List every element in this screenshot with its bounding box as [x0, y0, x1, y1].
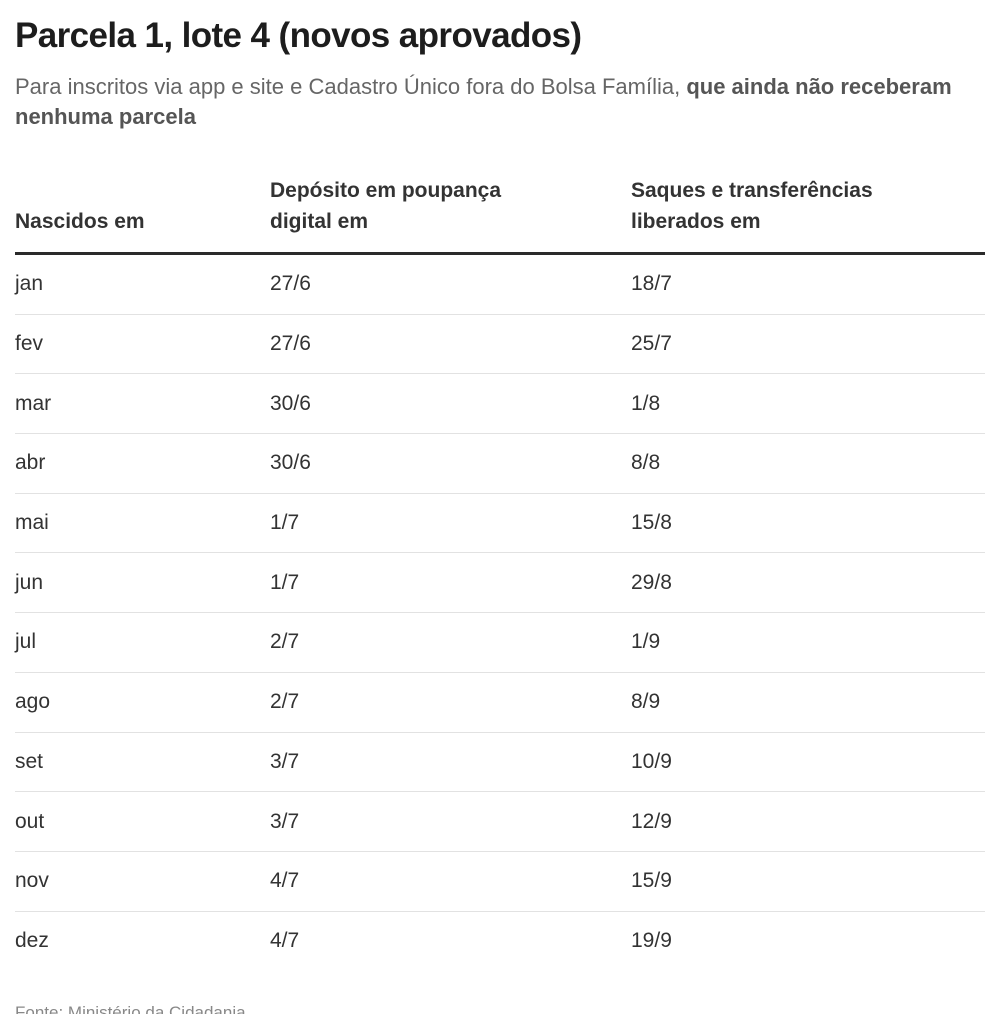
withdrawal-date-cell: 8/9: [631, 690, 661, 714]
birth-month-cell: jan: [15, 272, 44, 296]
withdrawal-date-cell: 18/7: [631, 272, 672, 296]
deposit-date-cell: 3/7: [270, 749, 300, 773]
subtitle-regular-text: Para inscritos via app e site e Cadastro…: [15, 74, 681, 99]
table-row: out 3/7 12/9: [15, 792, 985, 852]
birth-month-cell: jul: [15, 630, 37, 654]
deposit-date-cell: 30/6: [270, 391, 311, 415]
table-row: dez 4/7 19/9: [15, 912, 985, 972]
birth-month-cell: nov: [15, 869, 49, 893]
deposit-date-cell: 2/7: [270, 690, 300, 714]
deposit-date-cell: 27/6: [270, 272, 311, 296]
column-header-birth-month: Nascidos em: [15, 210, 145, 233]
deposit-date-cell: 4/7: [270, 869, 300, 893]
birth-month-cell: abr: [15, 451, 46, 475]
table-row: jun 1/7 29/8: [15, 553, 985, 614]
subtitle-bold-text: que ainda não receberam nenhuma parcela: [15, 74, 952, 129]
chart-subtitle: Para inscritos via app e site e Cadastro…: [15, 72, 975, 132]
chart-title: Parcela 1, lote 4 (novos aprovados): [15, 16, 582, 55]
withdrawal-date-cell: 10/9: [631, 749, 672, 773]
withdrawal-date-cell: 29/8: [631, 570, 672, 594]
table-row: jul 2/7 1/9: [15, 613, 985, 673]
birth-month-cell: fev: [15, 332, 44, 356]
birth-month-cell: dez: [15, 929, 49, 953]
column-header-deposit-date: Depósito em poupança digital em: [270, 179, 502, 233]
deposit-date-cell: 4/7: [270, 929, 300, 953]
birth-month-cell: mai: [15, 511, 49, 535]
table-row: ago 2/7 8/9: [15, 673, 985, 733]
deposit-date-cell: 27/6: [270, 332, 311, 356]
withdrawal-date-cell: 19/9: [631, 929, 672, 953]
source-note: Fonte: Ministério da Cidadania: [15, 1003, 246, 1014]
withdrawal-date-cell: 8/8: [631, 451, 661, 475]
withdrawal-date-cell: 25/7: [631, 332, 672, 356]
table-row: jan 27/6 18/7: [15, 255, 985, 315]
birth-month-cell: ago: [15, 690, 51, 714]
birth-month-cell: out: [15, 809, 45, 833]
birth-month-cell: mar: [15, 391, 52, 415]
table-row: mai 1/7 15/8: [15, 494, 985, 554]
deposit-date-cell: 1/7: [270, 570, 300, 594]
withdrawal-date-cell: 15/8: [631, 511, 672, 535]
column-header-withdrawal-date: Saques e transferências liberados em: [631, 179, 873, 233]
deposit-date-cell: 1/7: [270, 511, 300, 535]
table-row: mar 30/6 1/8: [15, 374, 985, 435]
table-row: nov 4/7 15/9: [15, 852, 985, 912]
table-row: set 3/7 10/9: [15, 733, 985, 793]
schedule-table: Nascidos em Depósito em poupança digital…: [15, 175, 985, 971]
withdrawal-date-cell: 15/9: [631, 869, 672, 893]
deposit-date-cell: 3/7: [270, 809, 300, 833]
deposit-date-cell: 30/6: [270, 451, 311, 475]
table-body: jan 27/6 18/7 fev 27/6 25/7 mar 30/6 1/8 abr 30/6 8…: [15, 255, 985, 971]
table-header: Nascidos em Depósito em poupança digital…: [15, 175, 985, 255]
withdrawal-date-cell: 1/8: [631, 391, 661, 415]
birth-month-cell: jun: [15, 570, 44, 594]
table-row: fev 27/6 25/7: [15, 315, 985, 375]
withdrawal-date-cell: 1/9: [631, 630, 661, 654]
deposit-date-cell: 2/7: [270, 630, 300, 654]
birth-month-cell: set: [15, 749, 44, 773]
withdrawal-date-cell: 12/9: [631, 809, 672, 833]
table-row: abr 30/6 8/8: [15, 434, 985, 494]
